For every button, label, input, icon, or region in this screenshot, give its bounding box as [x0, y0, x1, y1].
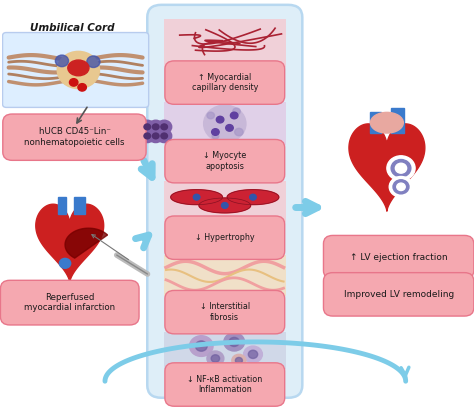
Circle shape	[226, 124, 233, 131]
Text: Reperfused
myocardial infarction: Reperfused myocardial infarction	[24, 293, 115, 312]
Circle shape	[140, 129, 155, 143]
Circle shape	[55, 55, 69, 67]
Circle shape	[393, 180, 409, 194]
Circle shape	[157, 120, 172, 134]
FancyBboxPatch shape	[165, 216, 285, 259]
Circle shape	[144, 133, 151, 139]
Circle shape	[391, 159, 411, 177]
Polygon shape	[199, 198, 251, 213]
Circle shape	[204, 105, 246, 142]
Circle shape	[207, 112, 214, 119]
Circle shape	[230, 112, 238, 119]
Bar	[391, 108, 404, 133]
Circle shape	[389, 176, 413, 197]
Text: hUCB CD45⁻Lin⁻
nonhematopoietic cells: hUCB CD45⁻Lin⁻ nonhematopoietic cells	[24, 127, 125, 147]
FancyBboxPatch shape	[323, 273, 474, 316]
Circle shape	[235, 128, 243, 136]
Polygon shape	[65, 228, 108, 258]
Circle shape	[195, 341, 207, 351]
Text: ↓ Myocyte
apoptosis: ↓ Myocyte apoptosis	[203, 151, 246, 171]
FancyBboxPatch shape	[165, 139, 285, 183]
Polygon shape	[227, 190, 279, 205]
FancyBboxPatch shape	[164, 102, 286, 146]
Circle shape	[395, 163, 407, 173]
Circle shape	[153, 124, 159, 130]
FancyBboxPatch shape	[323, 235, 474, 279]
FancyBboxPatch shape	[164, 255, 286, 296]
Text: 35 DAYS: 35 DAYS	[182, 384, 267, 402]
FancyBboxPatch shape	[0, 280, 139, 325]
Circle shape	[153, 133, 159, 139]
Text: ↓ NF-κB activation
Inflammation: ↓ NF-κB activation Inflammation	[187, 375, 263, 394]
Circle shape	[212, 133, 219, 139]
Circle shape	[216, 116, 224, 123]
Circle shape	[140, 120, 155, 134]
Circle shape	[157, 129, 172, 143]
Circle shape	[397, 183, 405, 190]
Ellipse shape	[57, 51, 100, 88]
FancyBboxPatch shape	[3, 114, 146, 160]
Circle shape	[236, 357, 242, 364]
Bar	[371, 112, 381, 133]
Circle shape	[233, 108, 240, 115]
Circle shape	[161, 124, 167, 130]
Circle shape	[144, 124, 151, 130]
Circle shape	[161, 133, 167, 139]
FancyBboxPatch shape	[165, 363, 285, 406]
Circle shape	[87, 56, 100, 68]
Circle shape	[148, 120, 163, 134]
Polygon shape	[171, 190, 222, 205]
Circle shape	[148, 129, 163, 143]
FancyBboxPatch shape	[164, 181, 286, 222]
FancyBboxPatch shape	[165, 290, 285, 334]
Text: ↓ Interstitial
fibrosis: ↓ Interstitial fibrosis	[200, 303, 250, 322]
Bar	[74, 197, 85, 214]
Circle shape	[221, 203, 228, 208]
FancyBboxPatch shape	[164, 332, 286, 369]
Circle shape	[250, 194, 256, 200]
Ellipse shape	[68, 60, 89, 76]
Circle shape	[211, 355, 219, 362]
Text: ↑ Myocardial
capillary density: ↑ Myocardial capillary density	[191, 73, 258, 92]
Text: Umbilical Cord: Umbilical Cord	[30, 22, 114, 33]
Circle shape	[229, 337, 239, 347]
Text: Improved LV remodeling: Improved LV remodeling	[344, 290, 454, 299]
Circle shape	[193, 194, 200, 200]
Circle shape	[224, 333, 245, 351]
Circle shape	[190, 336, 213, 356]
Polygon shape	[349, 124, 425, 211]
FancyBboxPatch shape	[165, 61, 285, 104]
Circle shape	[207, 351, 224, 366]
Circle shape	[70, 79, 78, 86]
FancyBboxPatch shape	[164, 20, 286, 67]
Circle shape	[232, 354, 246, 367]
Bar	[58, 197, 66, 214]
Circle shape	[211, 129, 219, 135]
Polygon shape	[36, 204, 104, 283]
Circle shape	[78, 84, 86, 91]
Text: ↑ LV ejection fraction: ↑ LV ejection fraction	[350, 253, 447, 261]
Circle shape	[59, 259, 71, 269]
Circle shape	[248, 350, 258, 359]
FancyBboxPatch shape	[147, 5, 302, 398]
Ellipse shape	[371, 112, 403, 133]
Text: ↓ Hypertrophy: ↓ Hypertrophy	[195, 233, 255, 242]
Circle shape	[387, 156, 415, 181]
Circle shape	[244, 346, 263, 363]
FancyBboxPatch shape	[2, 32, 149, 107]
